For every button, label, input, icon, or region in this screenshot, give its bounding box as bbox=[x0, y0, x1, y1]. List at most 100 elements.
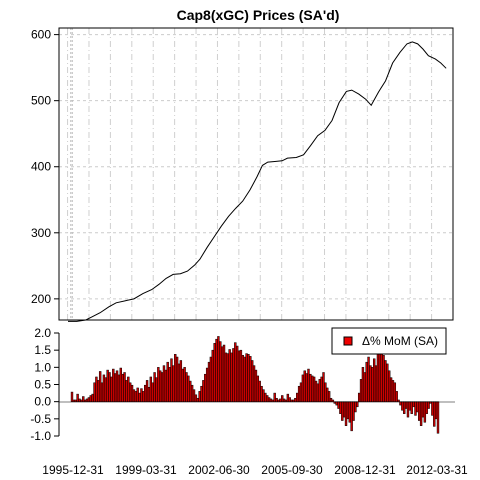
mom-bar-chart: -1.0 -0.5 0.0 0.5 1.0 1.5 2.0 1995-12-31 1999-0… bbox=[30, 326, 468, 477]
mom-bar-115 bbox=[286, 393, 290, 402]
price-ytick-label-3: 500 bbox=[31, 94, 51, 108]
mom-bar-106 bbox=[269, 398, 273, 402]
mom-bar-164 bbox=[378, 349, 382, 402]
chart-title: Cap8(xGC) Prices (SA'd) bbox=[177, 7, 340, 23]
mom-bar-18 bbox=[104, 377, 107, 402]
mom-bar-170 bbox=[389, 377, 393, 402]
mom-bar-12 bbox=[93, 382, 96, 402]
mom-bar-102 bbox=[262, 389, 265, 402]
mom-bar-112 bbox=[281, 395, 284, 402]
mom-bar-98 bbox=[254, 369, 258, 402]
mom-bar-26 bbox=[119, 367, 122, 402]
mom-bar-168 bbox=[386, 363, 389, 402]
mom-bar-51 bbox=[166, 361, 169, 402]
mom-bar-73 bbox=[207, 361, 211, 402]
mom-bar-64 bbox=[190, 384, 194, 402]
mom-bar-136 bbox=[326, 387, 329, 402]
mom-bar-173 bbox=[395, 391, 398, 402]
mom-bar-37 bbox=[140, 388, 143, 402]
mom-bar-54 bbox=[172, 365, 175, 402]
mom-ytick-label-2: 0.0 bbox=[34, 395, 51, 409]
mom-bar-25 bbox=[117, 374, 121, 402]
mom-bar-127 bbox=[309, 373, 312, 402]
mom-bar-11 bbox=[91, 393, 94, 402]
mom-bar-47 bbox=[159, 370, 162, 402]
mom-bar-147 bbox=[346, 401, 350, 420]
mom-bar-110 bbox=[277, 399, 280, 402]
mom-bar-30 bbox=[127, 376, 130, 402]
mom-bar-156 bbox=[363, 372, 366, 402]
mom-bar-21 bbox=[110, 376, 113, 402]
mom-ytick-label-0: -1.0 bbox=[30, 429, 51, 443]
mom-bar-139 bbox=[331, 399, 335, 402]
mom-bar-60 bbox=[183, 367, 186, 402]
mom-bar-158 bbox=[367, 356, 370, 402]
mom-bar-28 bbox=[123, 372, 126, 402]
mom-bar-180 bbox=[408, 401, 412, 411]
mom-bar-188 bbox=[423, 401, 427, 423]
mom-bar-45 bbox=[155, 377, 158, 402]
mom-bar-93 bbox=[245, 353, 248, 402]
mom-bar-34 bbox=[134, 391, 138, 402]
mom-bar-185 bbox=[418, 401, 421, 421]
mom-bar-91 bbox=[241, 355, 244, 402]
mom-bar-22 bbox=[112, 368, 115, 402]
mom-bar-17 bbox=[102, 374, 106, 402]
mom-bar-178 bbox=[404, 401, 408, 409]
mom-bar-55 bbox=[174, 354, 177, 402]
mom-bar-105 bbox=[267, 397, 271, 402]
mom-bar-9 bbox=[87, 397, 91, 402]
price-grid bbox=[59, 28, 453, 320]
mom-bar-154 bbox=[359, 379, 363, 402]
mom-bar-67 bbox=[196, 397, 199, 402]
mom-bar-144 bbox=[341, 401, 344, 421]
mom-bar-134 bbox=[322, 372, 325, 402]
mom-bar-109 bbox=[275, 397, 278, 402]
mom-bar-76 bbox=[213, 343, 216, 402]
mom-bar-13 bbox=[95, 376, 98, 402]
price-plot-frame bbox=[58, 27, 454, 321]
mom-bar-103 bbox=[264, 392, 267, 402]
mom-bar-68 bbox=[198, 391, 201, 402]
mom-bar-80 bbox=[220, 346, 224, 402]
mom-bar-8 bbox=[85, 398, 89, 402]
mom-bar-104 bbox=[266, 395, 269, 402]
mom-bar-4 bbox=[78, 398, 81, 402]
mom-bar-153 bbox=[357, 392, 361, 402]
mom-bar-10 bbox=[89, 395, 92, 402]
mom-bar-90 bbox=[239, 349, 243, 402]
mom-ytick-label-1: -0.5 bbox=[30, 412, 51, 426]
mom-bar-132 bbox=[318, 379, 321, 402]
mom-bar-49 bbox=[162, 365, 166, 402]
mom-y-axis: -1.0 -0.5 0.0 0.5 1.0 1.5 2.0 bbox=[30, 326, 60, 443]
mom-bar-148 bbox=[348, 401, 351, 423]
x-tick-label-0: 1995-12-31 bbox=[42, 463, 104, 477]
mom-bar-31 bbox=[129, 382, 132, 402]
mom-bar-133 bbox=[320, 376, 323, 402]
mom-ytick-label-5: 1.5 bbox=[34, 343, 51, 357]
mom-bar-157 bbox=[365, 361, 368, 402]
mom-bar-74 bbox=[209, 356, 213, 402]
mom-bar-161 bbox=[373, 358, 376, 402]
mom-bar-149 bbox=[350, 401, 353, 432]
mom-bar-195 bbox=[436, 401, 440, 434]
price-series-line bbox=[67, 41, 447, 322]
mom-bar-27 bbox=[121, 373, 124, 402]
mom-bar-20 bbox=[108, 372, 111, 402]
mom-bar-166 bbox=[382, 355, 385, 402]
mom-bar-39 bbox=[144, 384, 147, 402]
mom-bar-29 bbox=[125, 380, 128, 402]
mom-bar-66 bbox=[194, 394, 198, 402]
price-line-chart: Cap8(xGC) Prices (SA'd) 200 300 400 500 600 bbox=[31, 7, 454, 322]
x-tick-label-1: 1999-03-31 bbox=[115, 463, 177, 477]
mom-bar-179 bbox=[406, 401, 410, 418]
mom-bar-159 bbox=[369, 365, 372, 402]
mom-bar-130 bbox=[314, 380, 318, 402]
mom-bar-135 bbox=[324, 382, 327, 402]
mom-bar-44 bbox=[153, 372, 156, 402]
mom-bar-121 bbox=[297, 385, 301, 402]
mom-bar-24 bbox=[115, 370, 119, 402]
mom-bar-56 bbox=[175, 356, 179, 402]
x-axis-labels: 1995-12-31 1999-03-31 2002-06-30 2005-09-30… bbox=[42, 463, 468, 477]
